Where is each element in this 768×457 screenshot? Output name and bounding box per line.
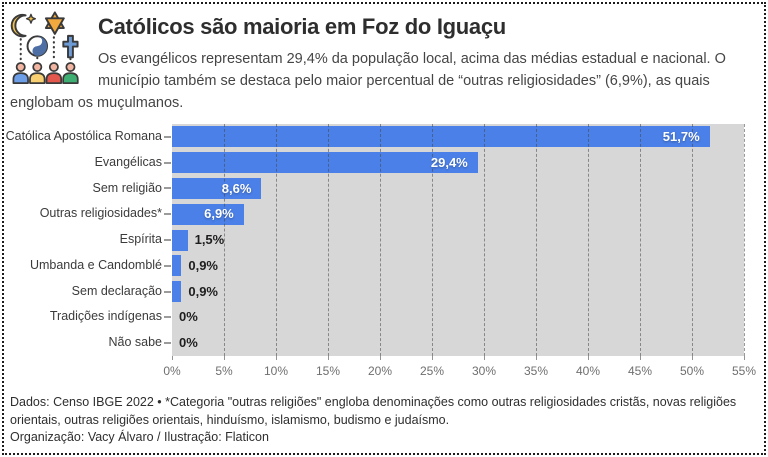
gridline bbox=[484, 124, 485, 356]
gridline bbox=[276, 124, 277, 356]
value-label: 29,4% bbox=[430, 154, 468, 170]
category-tick bbox=[164, 264, 171, 267]
x-axis-tick bbox=[744, 356, 745, 360]
x-tick-label: 55% bbox=[731, 364, 757, 378]
x-tick-label: 45% bbox=[627, 364, 653, 378]
x-tick-label: 15% bbox=[315, 364, 341, 378]
category-label: Sem religião bbox=[92, 180, 162, 195]
x-tick-label: 25% bbox=[419, 364, 445, 378]
category-tick bbox=[164, 290, 171, 293]
bar bbox=[172, 229, 188, 251]
credits: Organização: Vacy Álvaro / Ilustração: F… bbox=[10, 430, 269, 444]
x-axis-tick bbox=[172, 356, 173, 360]
x-tick-label: 30% bbox=[471, 364, 497, 378]
bar bbox=[172, 177, 262, 199]
category-label: Espírita bbox=[119, 232, 162, 247]
x-tick-label: 0% bbox=[163, 364, 181, 378]
gridline bbox=[328, 124, 329, 356]
category-label: Sem declaração bbox=[71, 283, 162, 298]
star-of-david-icon bbox=[44, 11, 65, 35]
category-label: Católica Apostólica Romana bbox=[5, 129, 162, 143]
bar bbox=[172, 255, 182, 277]
value-label: 6,9% bbox=[204, 206, 234, 222]
category-tick bbox=[164, 342, 171, 345]
x-tick-label: 5% bbox=[215, 364, 233, 378]
gridline bbox=[224, 124, 225, 356]
x-axis-tick bbox=[484, 356, 485, 360]
x-axis-tick bbox=[276, 356, 277, 360]
person-blue-icon bbox=[12, 62, 29, 85]
x-axis-tick bbox=[536, 356, 537, 360]
category-tick bbox=[164, 213, 171, 216]
value-label: 8,6% bbox=[221, 180, 252, 196]
x-axis-tick bbox=[640, 356, 641, 360]
person-red-icon bbox=[45, 62, 63, 85]
value-label: 0% bbox=[179, 309, 198, 325]
value-label: 1,5% bbox=[194, 232, 225, 248]
bar bbox=[172, 126, 710, 148]
religions-diversity-icon bbox=[10, 10, 88, 88]
yin-yang-icon bbox=[26, 35, 49, 57]
value-label: 0,9% bbox=[188, 283, 218, 299]
bar bbox=[172, 152, 478, 174]
value-label: 0% bbox=[179, 335, 198, 351]
cross-icon bbox=[62, 34, 79, 59]
source-note: Dados: Censo IBGE 2022 • *Categoria "out… bbox=[10, 395, 737, 427]
category-label: Umbanda e Candomblé bbox=[29, 257, 162, 272]
x-axis-tick bbox=[224, 356, 225, 360]
x-tick-label: 40% bbox=[575, 364, 601, 378]
subtitle: Os evangélicos representam 29,4% da popu… bbox=[10, 51, 726, 111]
crescent-moon-icon bbox=[10, 13, 37, 38]
category-tick bbox=[164, 135, 171, 138]
category-tick bbox=[164, 161, 171, 164]
x-axis-tick bbox=[588, 356, 589, 360]
category-tick bbox=[164, 316, 171, 319]
category-tick bbox=[164, 187, 171, 190]
bar bbox=[172, 281, 182, 303]
gridline bbox=[536, 124, 537, 356]
header: Católicos são maioria em Foz do Iguaçu O… bbox=[0, 0, 768, 114]
category-label: Outras religiosidades* bbox=[39, 206, 162, 221]
gridline bbox=[640, 124, 641, 356]
x-tick-label: 35% bbox=[523, 364, 549, 378]
x-tick-label: 50% bbox=[679, 364, 705, 378]
category-label: Não sabe bbox=[108, 335, 162, 350]
footer: Dados: Censo IBGE 2022 • *Categoria "out… bbox=[10, 394, 758, 447]
bar bbox=[172, 203, 244, 225]
x-axis-tick bbox=[692, 356, 693, 360]
person-yellow-icon bbox=[29, 62, 46, 85]
value-label: 51,7% bbox=[662, 129, 700, 144]
x-tick-label: 10% bbox=[263, 364, 289, 378]
x-axis-tick bbox=[328, 356, 329, 360]
category-label: Evangélicas bbox=[94, 154, 162, 169]
x-axis-tick bbox=[380, 356, 381, 360]
category-label: Tradições indígenas bbox=[49, 309, 162, 324]
gridline bbox=[380, 124, 381, 356]
person-green-icon bbox=[62, 62, 79, 85]
x-tick-label: 20% bbox=[367, 364, 393, 378]
value-label: 0,9% bbox=[188, 257, 218, 273]
gridline bbox=[588, 124, 589, 356]
x-axis-tick bbox=[432, 356, 433, 360]
gridline bbox=[692, 124, 693, 356]
gridline bbox=[744, 124, 745, 356]
page-title: Católicos são maioria em Foz do Iguaçu bbox=[98, 14, 506, 39]
category-tick bbox=[164, 239, 171, 241]
gridline bbox=[432, 124, 433, 356]
people-icons bbox=[12, 62, 79, 85]
bar-chart: Católica Apostólica Romana 51,7% Evangélic… bbox=[6, 124, 756, 386]
